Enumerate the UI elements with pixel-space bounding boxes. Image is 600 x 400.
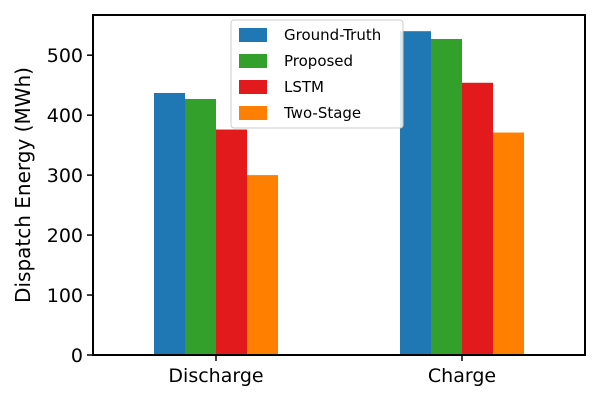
legend-swatch-ground-truth — [239, 28, 267, 42]
y-tick-label: 100 — [47, 285, 83, 307]
y-tick-label: 200 — [47, 225, 83, 247]
bar-lstm-discharge — [216, 129, 247, 355]
legend-label-ground-truth: Ground-Truth — [284, 26, 381, 44]
bar-two-stage-charge — [493, 132, 524, 355]
x-tick-label-discharge: Discharge — [168, 365, 263, 387]
plot-frame — [92, 14, 586, 356]
y-tick-label: 0 — [71, 345, 83, 367]
bar-two-stage-discharge — [247, 175, 278, 355]
legend-swatch-two-stage — [239, 106, 267, 120]
y-tick-label: 400 — [47, 105, 83, 127]
legend-label-lstm: LSTM — [284, 78, 324, 96]
legend-swatch-lstm — [239, 80, 267, 94]
y-axis-label: Dispatch Energy (MWh) — [11, 67, 35, 303]
legend-box — [230, 19, 404, 129]
y-tick-label: 500 — [47, 45, 83, 67]
legend-swatch-proposed — [239, 54, 267, 68]
legend: Ground-Truth Proposed LSTM Two-Stage — [230, 19, 404, 129]
x-axis-ticks: Discharge Charge — [168, 355, 496, 387]
bar-ground-truth-charge — [400, 31, 431, 355]
y-axis-ticks: 0 100 200 300 400 500 — [47, 45, 93, 367]
bar-ground-truth-discharge — [154, 92, 185, 355]
legend-label-proposed: Proposed — [284, 52, 353, 70]
bars-group — [154, 31, 524, 356]
y-tick-label: 300 — [47, 165, 83, 187]
bar-proposed-discharge — [185, 98, 216, 355]
bar-lstm-charge — [462, 82, 493, 356]
bar-proposed-charge — [431, 38, 462, 355]
legend-label-two-stage: Two-Stage — [283, 104, 361, 122]
x-tick-label-charge: Charge — [428, 365, 496, 387]
